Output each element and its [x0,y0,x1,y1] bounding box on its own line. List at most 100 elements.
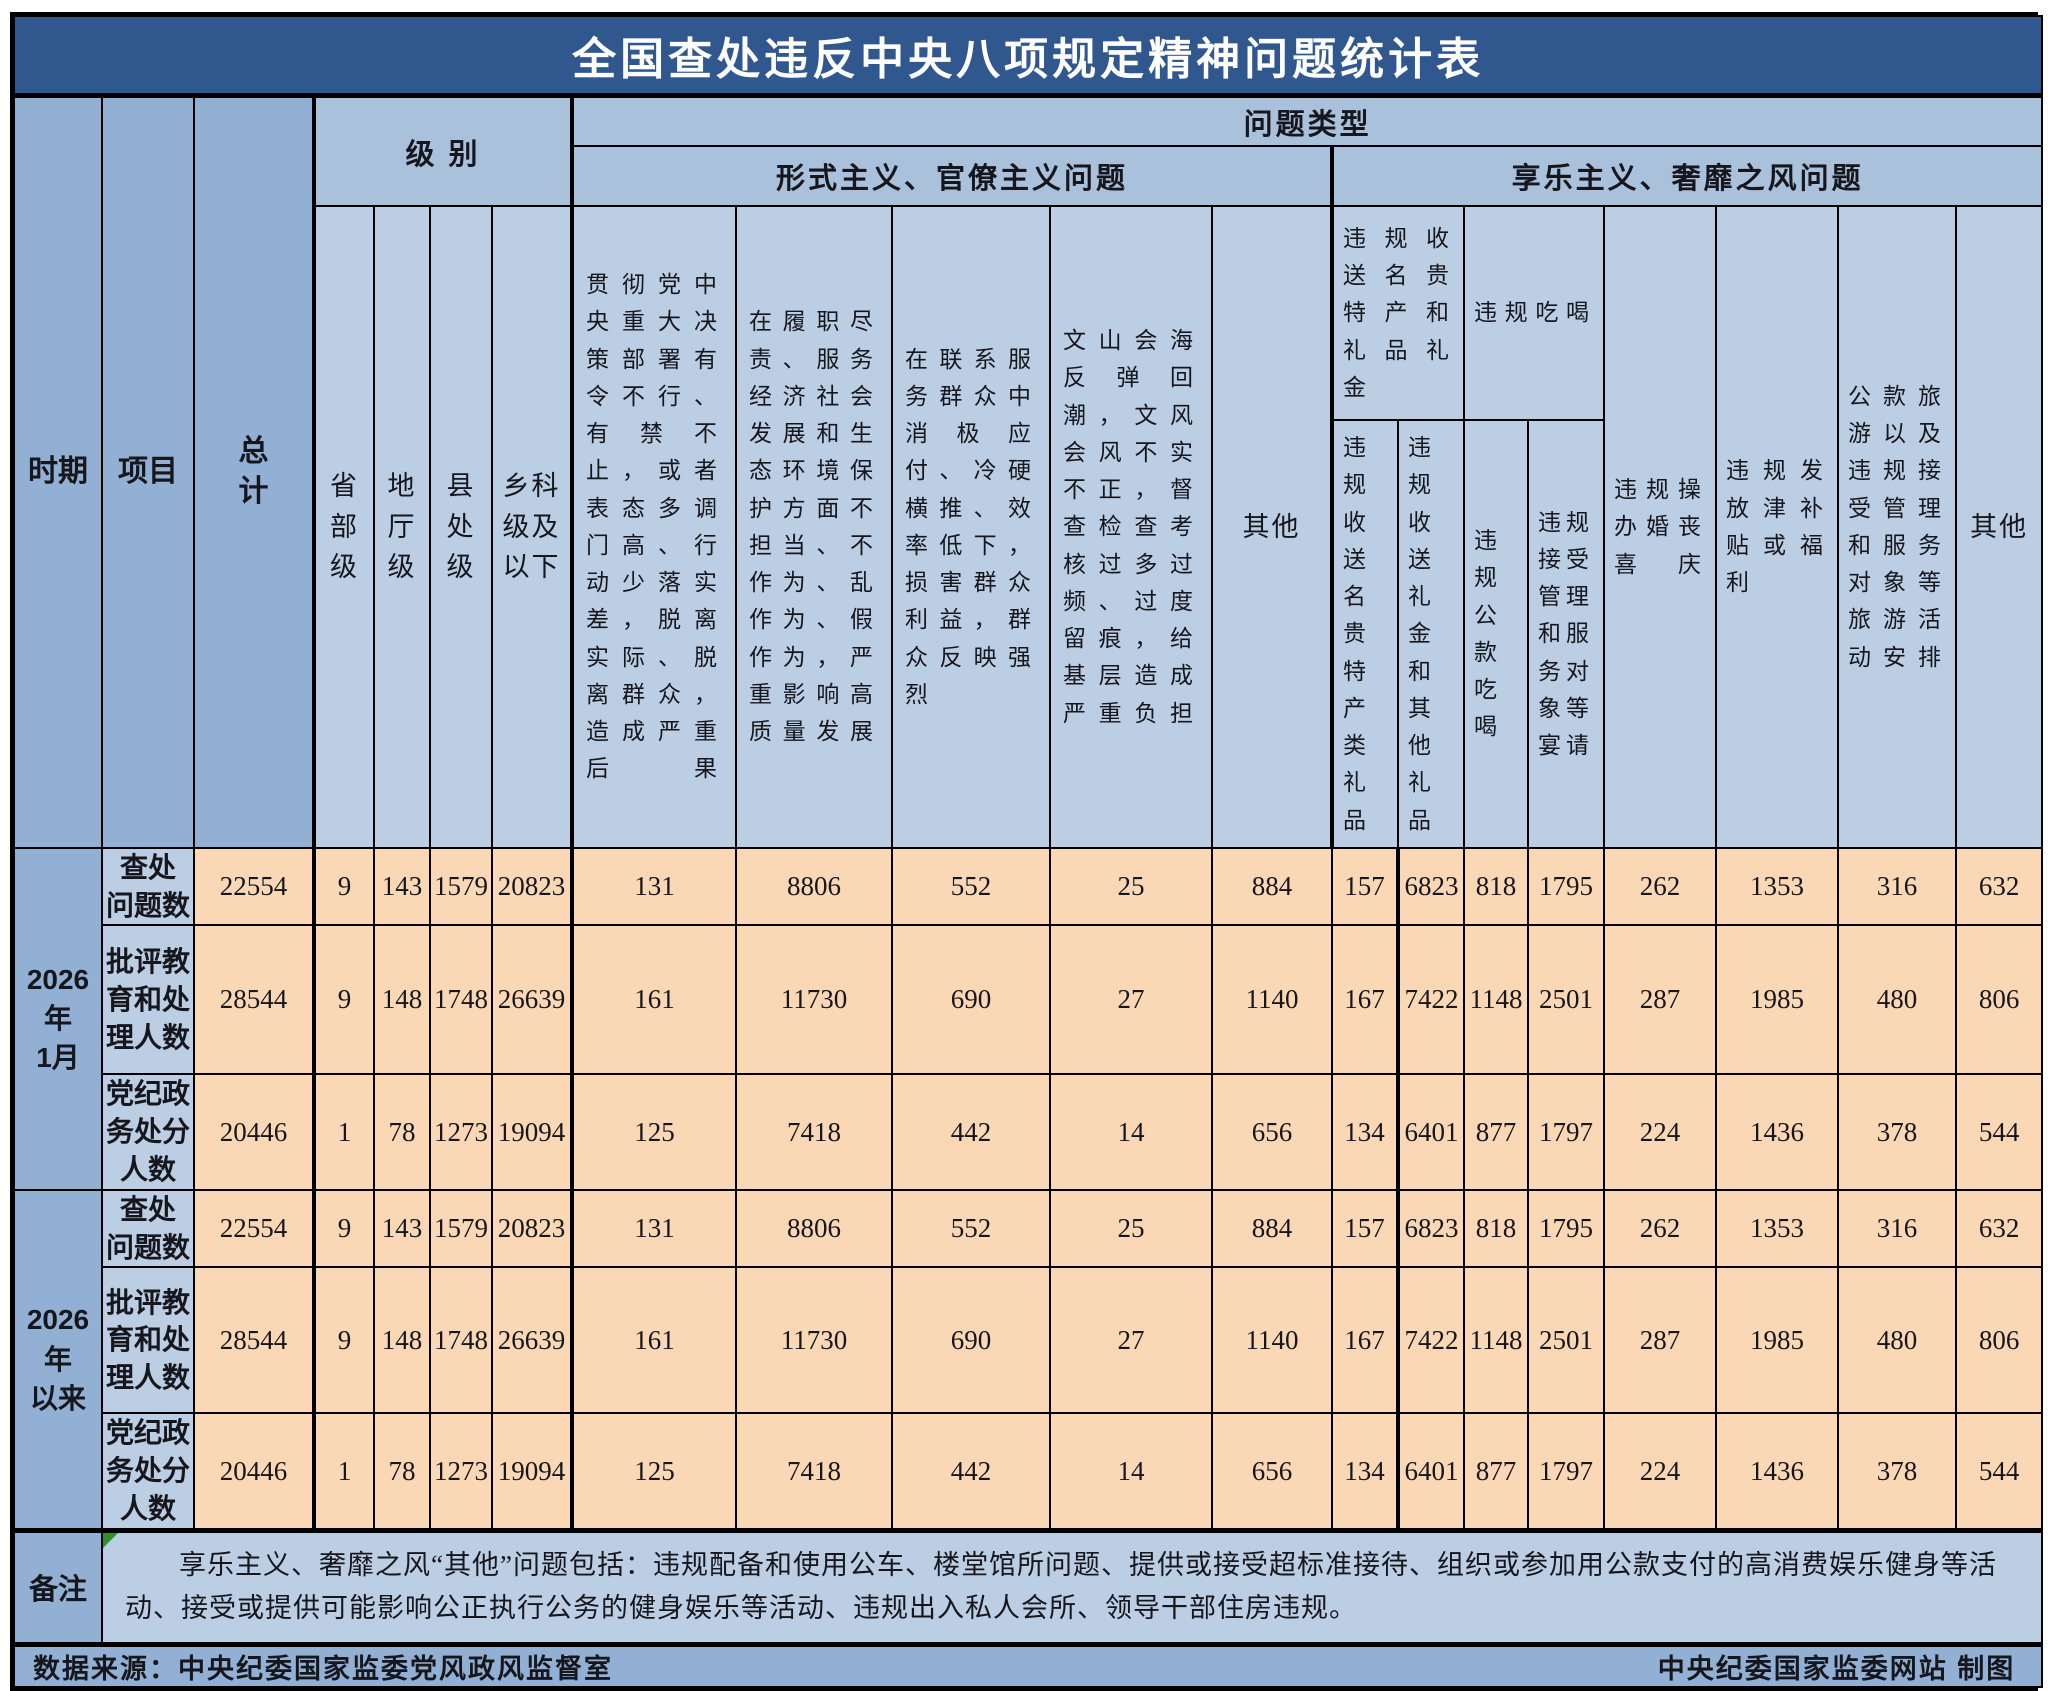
data-cell: 2501 [1527,924,1605,1076]
header-formalism-group: 形式主义、官僚主义问题 [570,145,1333,207]
data-cell: 1436 [1715,1412,1839,1532]
header-level-county: 县 处 级 [429,205,493,849]
data-cell: 806 [1954,1266,2044,1415]
data-cell: 287 [1603,924,1717,1076]
footer-row: 数据来源：中央纪委国家监委党风政风监督室 中央纪委国家监委网站 制图 [12,1641,2044,1688]
data-cell: 884 [1211,846,1333,927]
data-cell: 27 [1049,924,1213,1076]
data-cell: 224 [1603,1073,1717,1191]
footer-bar: 数据来源：中央纪委国家监委党风政风监督室 中央纪委国家监委网站 制图 [12,1641,2044,1688]
data-cell: 131 [570,1188,737,1269]
data-cell: 19094 [491,1412,573,1532]
remark-row: 备注 享乐主义、奢靡之风“其他”问题包括：违规配备和使用公车、楼堂馆所问题、提供… [13,1527,2044,1646]
header-row-3: 省 部 级 地 厅 级 县 处 级 乡科 级及 以下 贯彻党中央重大决策部署有令… [14,205,2044,849]
remark-label: 备注 [13,1527,103,1646]
data-cell: 1748 [429,924,493,1076]
data-cell: 125 [570,1073,737,1191]
data-cell: 157 [1331,846,1399,927]
data-cell: 134 [1331,1412,1399,1532]
data-cell: 1273 [429,1073,493,1191]
period-cell: 2026年 1月 [13,846,103,1191]
data-cell: 6823 [1396,846,1465,927]
data-cell: 2501 [1527,1266,1605,1415]
data-cell: 25 [1049,1188,1213,1269]
header-gift-group: 违规收送名贵特产和礼品礼金 [1330,205,1465,421]
data-cell: 27 [1049,1266,1213,1415]
statistics-table: 全国查处违反中央八项规定精神问题统计表 时期 项目 总 计 级 别 问题类型 形… [12,15,2044,1688]
header-gift-col-specialty: 违规收送名贵特产类礼品 [1330,419,1399,849]
header-hedonism-col-allowances: 违规发放津补贴或福利 [1715,205,1839,849]
header-formalism-col-duty: 在履职尽责、服务经济社会发展和生态环境保护方面不担当、不作为、乱作为、假作为，严… [735,205,893,849]
data-cell: 6401 [1396,1412,1465,1532]
row-label: 批评教 育和处 理人数 [101,924,195,1076]
data-cell: 20446 [193,1073,315,1191]
data-cell: 6401 [1396,1073,1465,1191]
data-cell: 167 [1331,924,1399,1076]
data-cell: 131 [570,846,737,927]
data-cell: 11730 [735,924,893,1076]
data-cell: 480 [1837,924,1957,1076]
header-total: 总 计 [193,94,315,849]
data-cell: 877 [1463,1412,1529,1532]
header-level-township: 乡科 级及 以下 [491,205,573,849]
footer-credit: 中央纪委国家监委网站 制图 [1657,1653,2016,1684]
header-dining-col-public-funds: 违规公款吃喝 [1463,419,1529,849]
data-cell: 1148 [1463,1266,1529,1415]
data-cell: 19094 [491,1073,573,1191]
data-cell: 442 [891,1412,1051,1532]
remark-text: 享乐主义、奢靡之风“其他”问题包括：违规配备和使用公车、楼堂馆所问题、提供或接受… [125,1550,1997,1624]
header-problem-type-group: 问题类型 [569,94,2044,147]
data-cell: 6823 [1396,1188,1465,1269]
data-cell: 544 [1954,1073,2044,1191]
header-formalism-col-masses: 在联系服务群众中消极应付、冷硬横推、效率低下，损害群众利益，群众反映强烈 [891,205,1051,849]
data-cell: 148 [373,1266,431,1415]
table-row: 批评教 育和处 理人数 28544 9 148 1748 26639 161 11730 690… [14,924,2044,1076]
data-cell: 818 [1463,846,1529,927]
data-cell: 1797 [1527,1412,1605,1532]
statistics-table-frame: 全国查处违反中央八项规定精神问题统计表 时期 项目 总 计 级 别 问题类型 形… [10,12,2044,1691]
data-cell: 224 [1603,1412,1717,1532]
data-cell: 11730 [735,1266,893,1415]
header-dining-col-banquets: 违规接受管理和服务对象等宴请 [1527,419,1605,849]
data-cell: 7422 [1396,924,1465,1076]
row-label: 查处 问题数 [101,1188,195,1269]
header-dining-group: 违规吃喝 [1463,205,1605,421]
header-item: 项目 [101,94,195,849]
header-formalism-col-meetings: 文山会海反弹回潮，文风会风不实不正，督查检查考核过多过频、过度留痕，给基层造成严… [1049,205,1213,849]
header-formalism-col-policy: 贯彻党中央重大决策部署有令不行、有禁不止，或者表态多调门高、行动少落实差，脱离实… [570,205,737,849]
data-cell: 1140 [1211,924,1333,1076]
table-row: 批评教 育和处 理人数 28544 9 148 1748 26639 161 11730 690… [14,1266,2044,1415]
row-label: 党纪政 务处分 人数 [101,1073,195,1191]
data-cell: 690 [891,924,1051,1076]
data-cell: 20446 [193,1412,315,1532]
period-cell: 2026年 以来 [13,1188,103,1532]
data-cell: 167 [1331,1266,1399,1415]
title-cell: 全国查处违反中央八项规定精神问题统计表 [12,15,2044,98]
data-cell: 125 [570,1412,737,1532]
data-cell: 1748 [429,1266,493,1415]
data-cell: 656 [1211,1073,1333,1191]
data-cell: 1985 [1715,924,1839,1076]
data-cell: 690 [891,1266,1051,1415]
data-cell: 544 [1954,1412,2044,1532]
page-title: 全国查处违反中央八项规定精神问题统计表 [572,35,1485,84]
data-cell: 1579 [429,846,493,927]
data-cell: 316 [1837,1188,1957,1269]
data-cell: 7422 [1396,1266,1465,1415]
data-cell: 1140 [1211,1266,1333,1415]
data-cell: 877 [1463,1073,1529,1191]
data-cell: 287 [1603,1266,1717,1415]
data-cell: 14 [1049,1073,1213,1191]
data-cell: 28544 [193,1266,315,1415]
data-cell: 14 [1049,1412,1213,1532]
data-cell: 22554 [193,846,315,927]
data-cell: 262 [1603,1188,1717,1269]
data-cell: 134 [1331,1073,1399,1191]
data-cell: 8806 [735,1188,893,1269]
header-row-1: 时期 项目 总 计 级 别 问题类型 [13,94,2044,849]
header-level-prefecture: 地 厅 级 [373,205,431,849]
data-cell: 157 [1331,1188,1399,1269]
header-hedonism-col-weddings: 违规操办婚丧喜庆 [1603,205,1717,849]
header-row-2: 形式主义、官僚主义问题 享乐主义、奢靡之风问题 [14,145,2044,207]
data-cell: 1795 [1527,846,1605,927]
